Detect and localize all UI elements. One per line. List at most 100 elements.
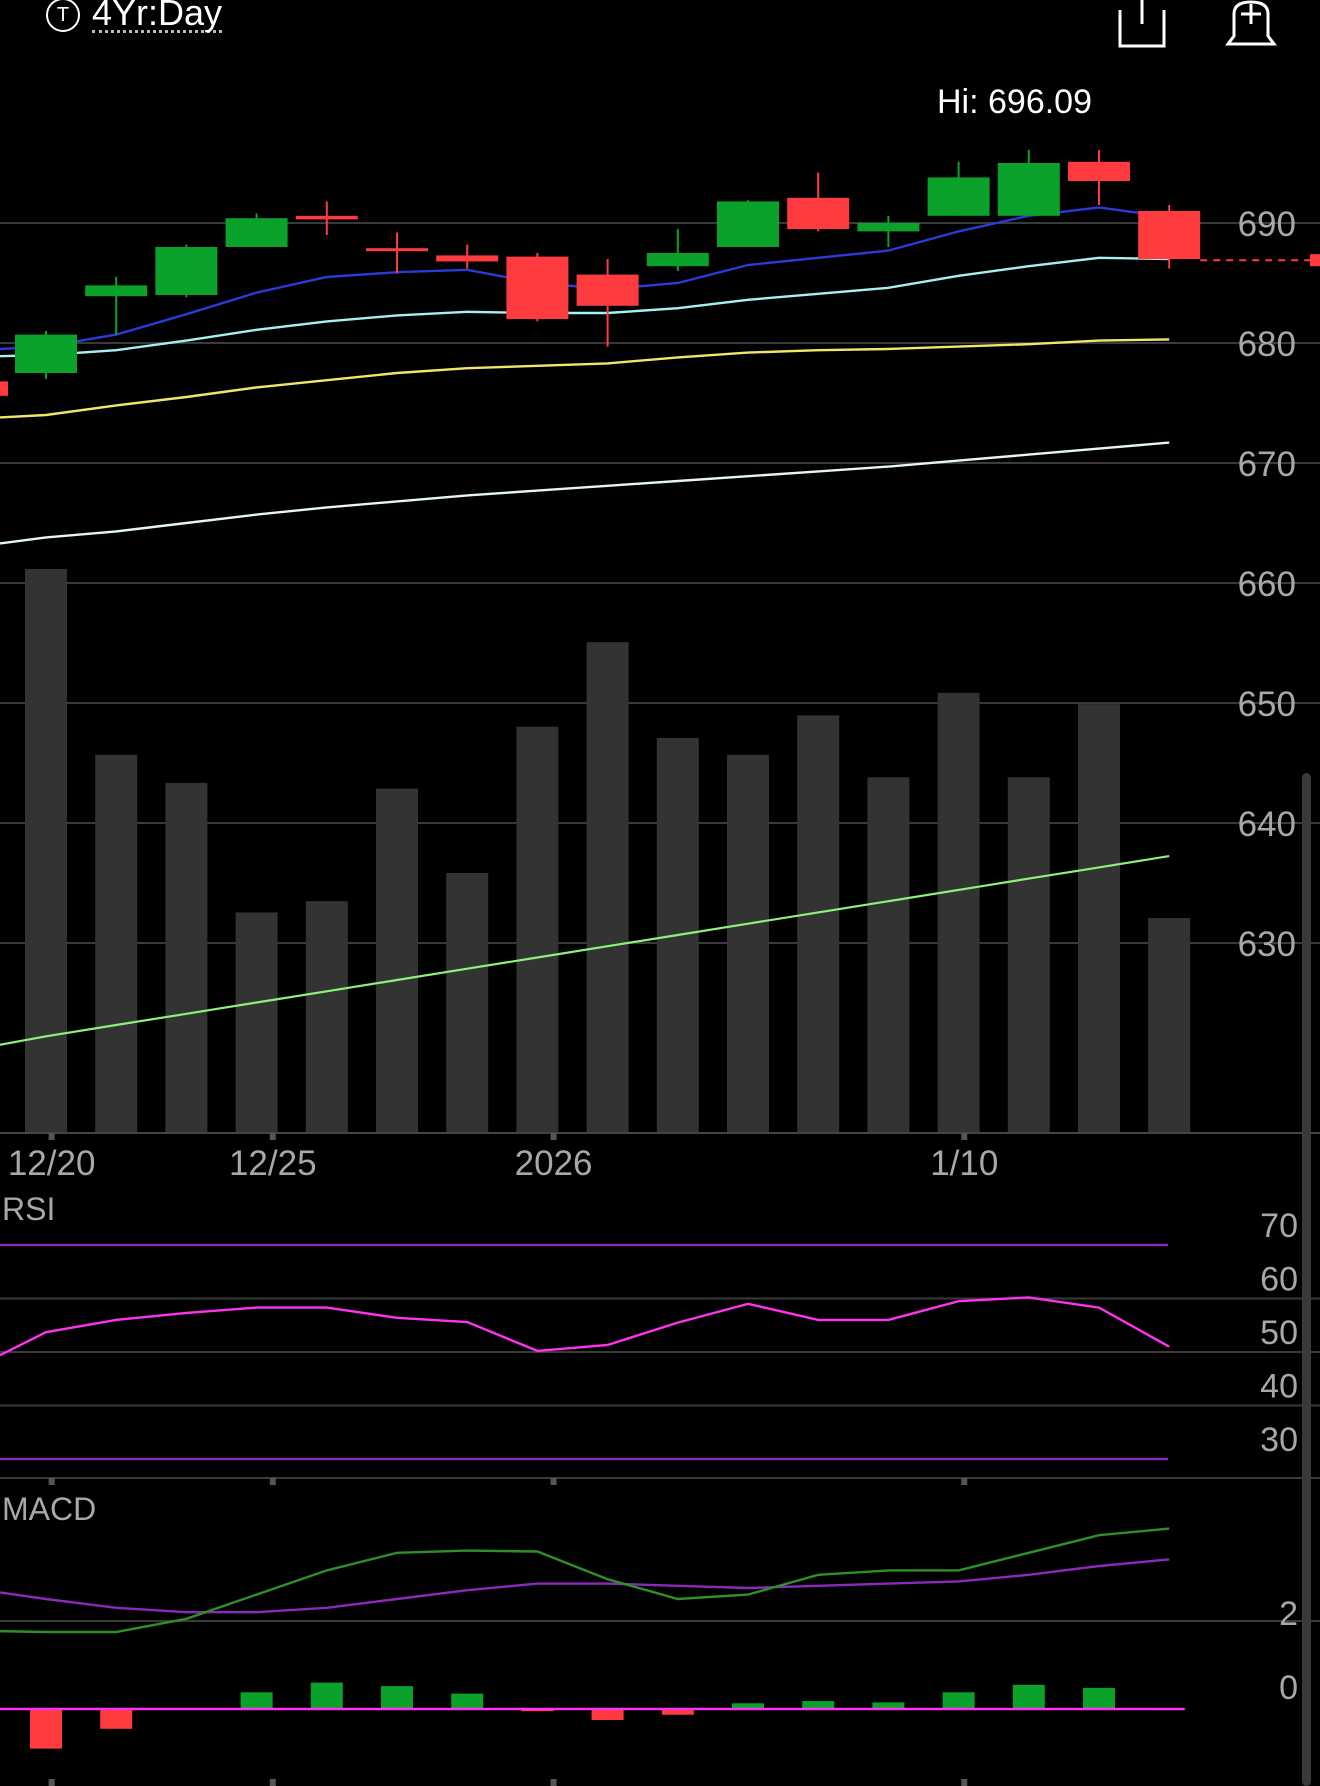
rsi-tick-label: 30 [1260, 1421, 1298, 1459]
macd-histogram-bar [240, 1692, 273, 1709]
x-tick-label: 2026 [515, 1144, 593, 1183]
rsi-line [0, 1296, 1170, 1357]
rsi-tick-label: 70 [1260, 1207, 1298, 1245]
price-tick-label: 630 [1238, 925, 1296, 964]
rsi-tick-label: 60 [1260, 1261, 1298, 1299]
axis-labels: 690 680 670 660 650 640 630 Hi: 696.09 [937, 83, 1296, 964]
volume-bars [25, 569, 1191, 1132]
candle-body [857, 223, 920, 232]
partial-candle [0, 381, 8, 396]
ma-yellow-line [0, 338, 1170, 419]
high-price-annotation: Hi: 696.09 [937, 83, 1092, 121]
volume-bar [727, 754, 769, 1132]
bell-alert-icon[interactable] [1220, 0, 1282, 50]
rsi-x-tick [550, 1478, 557, 1485]
x-axis: 12/20 12/25 2026 1/10 [0, 1132, 1320, 1183]
macd-title: MACD [2, 1491, 96, 1527]
candle-body [225, 218, 288, 247]
rsi-tick-label: 40 [1260, 1368, 1298, 1406]
x-tick-label: 12/25 [229, 1144, 317, 1183]
macd-x-tick [550, 1779, 557, 1786]
timeframe-icon: T [46, 0, 80, 32]
macd-histogram-bar [451, 1693, 484, 1709]
last-price-marker [1310, 254, 1320, 267]
moving-averages [0, 206, 1170, 1046]
macd-histogram-bar [872, 1702, 905, 1709]
macd-histogram-bar [1083, 1687, 1115, 1709]
rsi-tick-label: 50 [1260, 1314, 1298, 1352]
candle-body [1138, 211, 1201, 259]
macd-histogram-bar [591, 1709, 624, 1720]
ma-white-line [0, 441, 1170, 545]
rsi-x-tick [48, 1478, 55, 1485]
candle-body [576, 274, 639, 306]
volume-bar [235, 912, 278, 1132]
volume-bar [937, 692, 980, 1132]
top-toolbar: T 4Yr:Day [0, 0, 1320, 50]
macd-line [0, 1527, 1170, 1634]
rsi-x-tick [269, 1478, 276, 1485]
ma-cyan-line [0, 256, 1170, 358]
macd-histogram-bar [732, 1703, 764, 1709]
x-tick-label: 12/20 [8, 1144, 96, 1183]
x-tick [550, 1133, 557, 1140]
macd-histogram-bar [1012, 1684, 1045, 1709]
time-range-button[interactable]: T 4Yr:Day [46, 0, 223, 44]
price-tick-label: 670 [1238, 445, 1296, 484]
candle-body [436, 255, 499, 262]
volume-ma-line [0, 855, 1170, 1046]
volume-bar [586, 642, 629, 1132]
volume-bar [95, 754, 138, 1132]
macd-x-tick [48, 1779, 55, 1786]
share-icon[interactable] [1116, 0, 1168, 50]
macd-histogram-bar [381, 1686, 413, 1709]
macd-histogram-bar [802, 1701, 835, 1709]
x-tick [269, 1133, 276, 1140]
x-tick [48, 1133, 55, 1140]
candle-body [506, 256, 569, 319]
rsi-x-tick [961, 1478, 968, 1485]
x-tick [961, 1133, 968, 1140]
macd-tick-label: 0 [1279, 1669, 1298, 1707]
candle-body [646, 253, 709, 267]
macd-x-tick [269, 1779, 276, 1786]
price-tick-label: 660 [1238, 565, 1296, 604]
macd-signal-line [0, 1558, 1170, 1614]
candle-body [15, 334, 77, 373]
candle-body [997, 163, 1060, 216]
volume-bar [305, 901, 348, 1132]
volume-bar [25, 569, 67, 1132]
candlesticks [0, 149, 1320, 396]
volume-bar [1007, 777, 1050, 1132]
candle-body [85, 285, 148, 297]
macd-histogram-bar [30, 1709, 62, 1749]
macd-panel: MACD 2 0 [0, 1491, 1320, 1749]
volume-bar [797, 715, 840, 1132]
candle-body [155, 247, 218, 295]
volume-bar [516, 726, 559, 1132]
rsi-title: RSI [2, 1191, 55, 1227]
macd-histogram-bar [310, 1682, 343, 1709]
candle-body [366, 248, 428, 252]
price-tick-label: 680 [1238, 325, 1296, 364]
price-tick-label: 650 [1238, 685, 1296, 724]
x-tick-label: 1/10 [930, 1144, 998, 1183]
price-tick-label: 690 [1238, 205, 1296, 244]
volume-bar [376, 788, 418, 1132]
candle-body [927, 177, 990, 216]
macd-histogram-bar [100, 1709, 133, 1729]
macd-histogram-bar [661, 1709, 694, 1715]
candle-body [717, 201, 779, 247]
rsi-panel: RSI 70 60 50 40 30 [0, 1191, 1320, 1786]
volume-bar [1078, 704, 1120, 1132]
macd-tick-label: 2 [1279, 1595, 1298, 1633]
candle-body [295, 215, 358, 220]
price-tick-label: 640 [1238, 805, 1296, 844]
ma-blue-line [0, 206, 1170, 351]
macd-histogram-bar [942, 1692, 975, 1709]
candle-body [1068, 161, 1130, 181]
volume-bar [446, 873, 489, 1132]
vertical-scrollbar[interactable] [1302, 773, 1311, 1786]
time-range-label: 4Yr:Day [92, 0, 223, 33]
